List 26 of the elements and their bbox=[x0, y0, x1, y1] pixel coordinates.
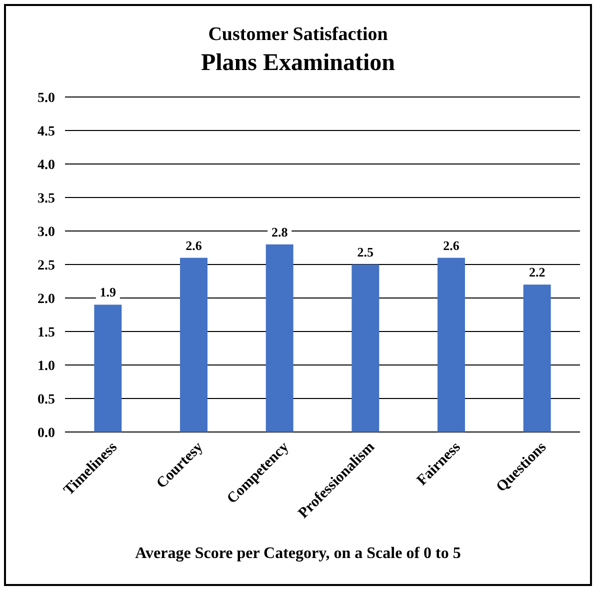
bar bbox=[94, 304, 122, 432]
y-tick-label: 4.5 bbox=[38, 124, 55, 140]
data-label: 2.8 bbox=[271, 224, 288, 240]
bar bbox=[352, 264, 380, 432]
y-tick-label: 1.0 bbox=[38, 358, 55, 374]
y-tick-label: 2.5 bbox=[38, 258, 55, 274]
bar bbox=[523, 284, 551, 432]
y-tick-label: 0.0 bbox=[38, 426, 55, 441]
bar bbox=[266, 244, 294, 432]
data-label: 2.2 bbox=[528, 264, 546, 280]
data-label: 2.6 bbox=[443, 238, 460, 253]
y-tick-label: 3.0 bbox=[38, 224, 55, 240]
y-tick-label: 4.0 bbox=[38, 158, 55, 173]
chart-title: Customer Satisfaction bbox=[208, 24, 388, 45]
y-tick-label: 1.5 bbox=[38, 325, 55, 340]
x-axis-title: Average Score per Category, on a Scale of 0 to 5 bbox=[135, 545, 461, 562]
y-tick-label: 5.0 bbox=[38, 90, 55, 106]
data-label: 2.5 bbox=[357, 244, 374, 260]
data-label: 2.6 bbox=[186, 238, 202, 253]
data-label: 1.9 bbox=[100, 284, 117, 300]
y-tick-label: 2.0 bbox=[38, 292, 55, 307]
bar bbox=[180, 258, 208, 432]
bar bbox=[438, 258, 465, 432]
chart-subtitle: Plans Examination bbox=[200, 50, 396, 76]
y-tick-label: 3.5 bbox=[38, 191, 55, 206]
y-tick-label: 0.5 bbox=[38, 392, 55, 408]
